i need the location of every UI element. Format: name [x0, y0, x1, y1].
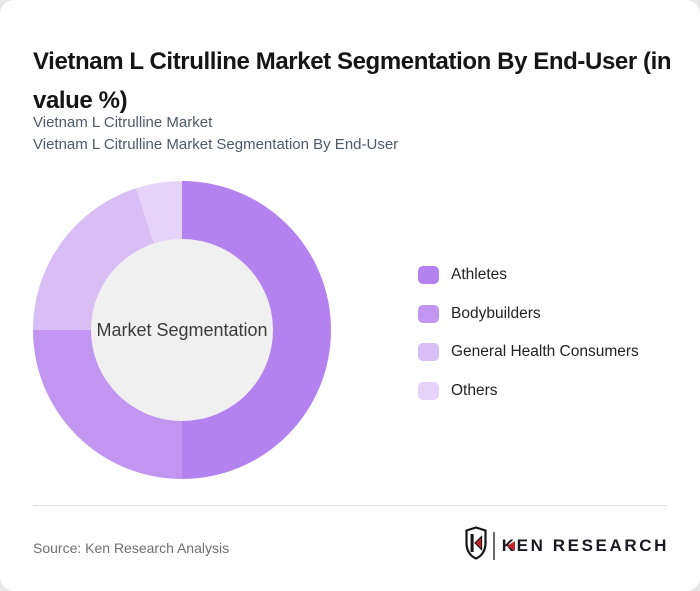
legend-swatch — [418, 343, 439, 362]
ken-research-shield-icon — [464, 526, 488, 565]
legend: Athletes Bodybuilders General Health Consu… — [418, 266, 639, 400]
legend-item-bodybuilders[interactable]: Bodybuilders — [418, 304, 639, 323]
chart-subtitle: Vietnam L Citrulline Market Vietnam L Ci… — [33, 112, 398, 155]
legend-item-athletes[interactable]: Athletes — [418, 266, 639, 284]
legend-label: Bodybuilders — [451, 304, 541, 322]
logo-text: KEN RESEARCH — [502, 535, 669, 556]
donut-chart: Market Segmentation — [32, 180, 332, 480]
legend-label: General Health Consumers — [451, 343, 639, 361]
logo-divider — [492, 531, 495, 560]
donut-slice-others[interactable] — [135, 181, 182, 245]
logo-wordmark: KEN RESEARCH — [501, 536, 669, 555]
page-title: Vietnam L Citrulline Market Segmentation… — [33, 48, 672, 115]
logo-k-red-triangle-icon — [506, 540, 515, 551]
legend-swatch — [418, 266, 439, 284]
donut-slice-general-health-consumers[interactable] — [33, 188, 155, 330]
legend-item-others[interactable]: Others — [418, 381, 639, 400]
legend-swatch — [418, 304, 439, 323]
ken-research-logo: KEN RESEARCH — [464, 526, 669, 565]
legend-label: Others — [451, 381, 498, 399]
donut-svg — [33, 181, 331, 479]
subtitle-line-2: Vietnam L Citrulline Market Segmentation… — [33, 135, 399, 153]
legend-label: Athletes — [451, 266, 508, 283]
donut-slice-bodybuilders[interactable] — [33, 330, 182, 479]
legend-swatch — [418, 381, 439, 400]
footer-divider — [33, 505, 667, 506]
subtitle-line-1: Vietnam L Citrulline Market — [33, 114, 213, 131]
source-text: Source: Ken Research Analysis — [33, 540, 230, 556]
legend-item-general-health-consumers[interactable]: General Health Consumers — [418, 343, 639, 362]
donut-hole — [91, 239, 273, 421]
donut-slice-athletes[interactable] — [182, 181, 331, 479]
